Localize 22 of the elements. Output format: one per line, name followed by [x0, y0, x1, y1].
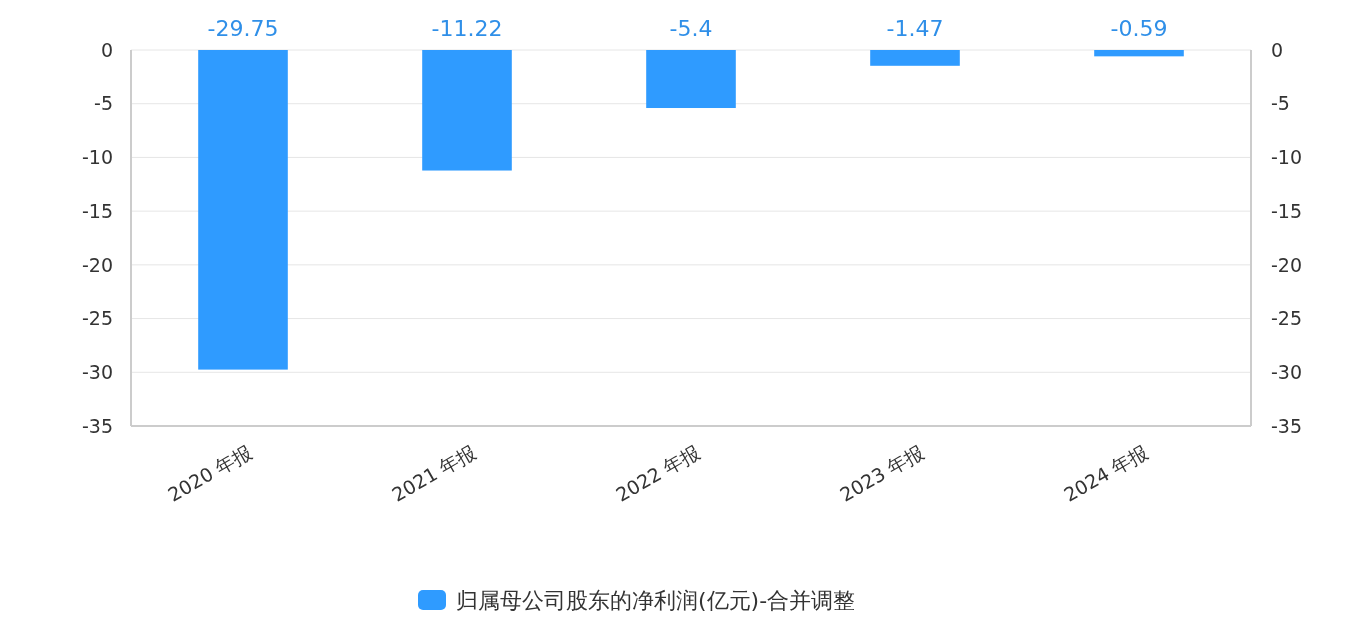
y2-tick-label: -10	[1271, 146, 1303, 169]
y-tick-label: -20	[81, 253, 113, 276]
y-tick-label: -30	[81, 360, 113, 383]
data-label: -29.75	[207, 16, 279, 41]
data-label: -0.59	[1110, 16, 1168, 41]
y-tick-label: -25	[81, 307, 113, 330]
y2-tick-label: -35	[1271, 414, 1303, 437]
y-tick-label: -35	[81, 414, 113, 437]
data-label: -5.4	[669, 16, 713, 41]
data-label: -11.22	[431, 16, 503, 41]
data-label: -1.47	[886, 16, 944, 41]
y2-tick-label: -20	[1271, 253, 1303, 276]
y2-tick-label: -30	[1271, 360, 1303, 383]
y-tick-label: -15	[81, 199, 113, 222]
y-tick-label: -5	[94, 92, 113, 115]
y2-tick-label: 0	[1271, 38, 1284, 61]
y2-tick-label: -25	[1271, 307, 1303, 330]
y2-tick-label: -5	[1271, 92, 1290, 115]
y-tick-label: -10	[81, 146, 113, 169]
y2-tick-label: -15	[1271, 199, 1303, 222]
legend-label: 归属母公司股东的净利润(亿元)-合并调整	[456, 587, 856, 613]
y-tick-label: 0	[100, 38, 113, 61]
